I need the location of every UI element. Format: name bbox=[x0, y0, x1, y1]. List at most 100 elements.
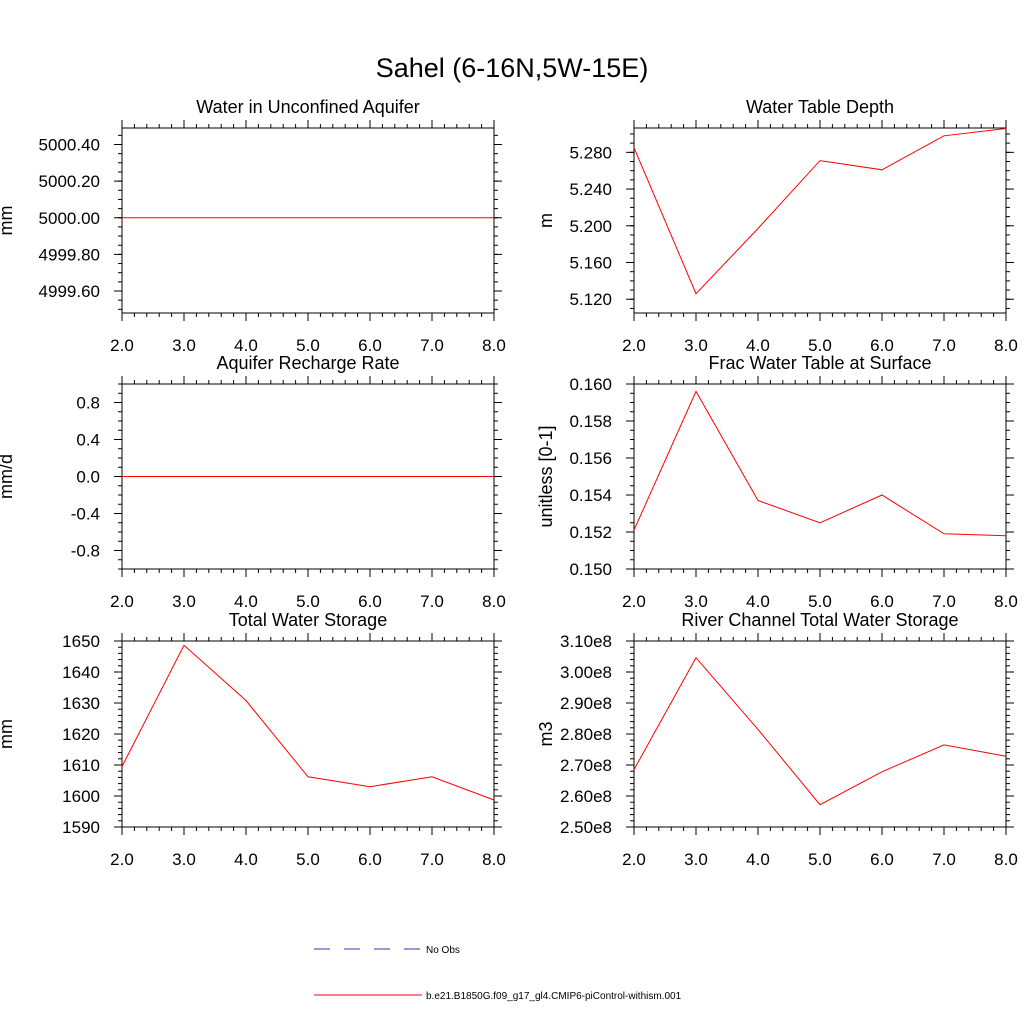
x-tick-label: 2.0 bbox=[622, 336, 646, 355]
x-tick-label: 4.0 bbox=[746, 850, 770, 869]
series-line bbox=[633, 390, 1007, 537]
y-tick-label: 2.90e8 bbox=[560, 694, 612, 713]
y-tick-label: 5.280 bbox=[569, 143, 612, 162]
y-tick-label: 0.158 bbox=[569, 412, 612, 431]
y-tick-label: 1590 bbox=[62, 818, 100, 837]
y-axis-label: mm bbox=[0, 206, 16, 236]
panel-frac-water-table-at-surface: Frac Water Table at Surface 2.0 3.0 4.0 5.0 6… bbox=[536, 353, 1018, 611]
y-axis-label: m3 bbox=[536, 721, 556, 746]
x-tick-label: 3.0 bbox=[684, 850, 708, 869]
x-tick-label: 4.0 bbox=[234, 336, 258, 355]
x-tick-label: 8.0 bbox=[482, 336, 506, 355]
legend-label-model-run: b.e21.B1850G.f09_g17_gl4.CMIP6-piControl… bbox=[426, 991, 682, 1002]
y-tick-label: 2.60e8 bbox=[560, 787, 612, 806]
y-tick-label: 0.160 bbox=[569, 375, 612, 394]
x-tick-label: 8.0 bbox=[994, 850, 1018, 869]
y-tick-label: 2.80e8 bbox=[560, 725, 612, 744]
y-tick-label: 2.50e8 bbox=[560, 818, 612, 837]
y-tick-label: 1610 bbox=[62, 756, 100, 775]
y-tick-label: 5000.40 bbox=[39, 135, 100, 154]
x-tick-label: 3.0 bbox=[172, 336, 196, 355]
x-tick-label: 6.0 bbox=[870, 336, 894, 355]
x-tick-label: 8.0 bbox=[994, 336, 1018, 355]
y-tick-label: 0.0 bbox=[76, 468, 100, 487]
panel-water-table-depth: Water Table Depth 2.0 3.0 4.0 5.0 6.0 7.0 8.0 5.… bbox=[536, 97, 1018, 355]
panel-title: Water in Unconfined Aquifer bbox=[196, 97, 419, 117]
y-tick-label: 0.4 bbox=[76, 431, 100, 450]
y-tick-label: 0.154 bbox=[569, 486, 612, 505]
x-tick-label: 6.0 bbox=[358, 592, 382, 611]
panel-total-water-storage: Total Water Storage 2.0 3.0 4.0 5.0 6.0 7.0 8.0… bbox=[0, 610, 506, 869]
plot-frame bbox=[633, 383, 1007, 570]
y-axis-label: mm bbox=[0, 719, 16, 749]
x-tick-label: 6.0 bbox=[358, 850, 382, 869]
x-tick-label: 6.0 bbox=[870, 592, 894, 611]
x-tick-label: 5.0 bbox=[808, 336, 832, 355]
y-tick-label: 5.240 bbox=[569, 180, 612, 199]
series-line bbox=[633, 128, 1007, 295]
x-tick-label: 8.0 bbox=[482, 850, 506, 869]
y-tick-label: -0.4 bbox=[71, 505, 100, 524]
plot-frame bbox=[633, 127, 1007, 314]
x-tick-label: 3.0 bbox=[172, 592, 196, 611]
series-line bbox=[633, 656, 1007, 806]
y-tick-label: 1650 bbox=[62, 632, 100, 651]
x-tick-label: 2.0 bbox=[110, 592, 134, 611]
y-tick-label: 5.120 bbox=[569, 290, 612, 309]
y-tick-label: 3.00e8 bbox=[560, 663, 612, 682]
x-tick-label: 7.0 bbox=[420, 592, 444, 611]
x-tick-label: 6.0 bbox=[870, 850, 894, 869]
x-tick-label: 8.0 bbox=[482, 592, 506, 611]
legend-label-no-obs: No Obs bbox=[426, 945, 460, 956]
panel-title: Water Table Depth bbox=[746, 97, 894, 117]
panel-title: River Channel Total Water Storage bbox=[681, 610, 958, 630]
y-tick-label: 0.156 bbox=[569, 449, 612, 468]
series-line bbox=[121, 644, 495, 801]
y-tick-label: 4999.60 bbox=[39, 282, 100, 301]
y-tick-label: 0.8 bbox=[76, 394, 100, 413]
y-tick-label: 5.200 bbox=[569, 217, 612, 236]
x-tick-label: 8.0 bbox=[994, 592, 1018, 611]
plot-frame bbox=[121, 640, 495, 828]
x-tick-label: 5.0 bbox=[808, 850, 832, 869]
x-tick-label: 4.0 bbox=[234, 850, 258, 869]
y-tick-label: 3.10e8 bbox=[560, 632, 612, 651]
panel-water-in-unconfined-aquifer: Water in Unconfined Aquifer 2.0 3.0 4.0 5.0 6… bbox=[0, 97, 506, 355]
x-tick-label: 2.0 bbox=[110, 336, 134, 355]
x-tick-label: 7.0 bbox=[420, 336, 444, 355]
x-tick-label: 3.0 bbox=[684, 592, 708, 611]
y-axis-label: unitless [0-1] bbox=[536, 425, 556, 527]
x-tick-label: 7.0 bbox=[932, 336, 956, 355]
x-tick-label: 5.0 bbox=[808, 592, 832, 611]
panel-title: Aquifer Recharge Rate bbox=[216, 353, 399, 373]
x-tick-label: 4.0 bbox=[746, 336, 770, 355]
x-tick-label: 2.0 bbox=[622, 850, 646, 869]
y-tick-label: 5000.00 bbox=[39, 209, 100, 228]
y-tick-label: 5.160 bbox=[569, 254, 612, 273]
panel-aquifer-recharge-rate: Aquifer Recharge Rate 2.0 3.0 4.0 5.0 6.0 7.0 8… bbox=[0, 353, 506, 611]
x-tick-label: 5.0 bbox=[296, 336, 320, 355]
x-tick-label: 6.0 bbox=[358, 336, 382, 355]
y-tick-label: 0.152 bbox=[569, 523, 612, 542]
y-tick-label: 1620 bbox=[62, 725, 100, 744]
x-tick-label: 2.0 bbox=[622, 592, 646, 611]
x-tick-label: 3.0 bbox=[684, 336, 708, 355]
x-tick-label: 7.0 bbox=[932, 850, 956, 869]
x-tick-label: 4.0 bbox=[746, 592, 770, 611]
panel-title: Total Water Storage bbox=[229, 610, 387, 630]
x-tick-label: 7.0 bbox=[932, 592, 956, 611]
plot-frame bbox=[121, 127, 495, 314]
y-tick-label: 5000.20 bbox=[39, 172, 100, 191]
x-tick-label: 4.0 bbox=[234, 592, 258, 611]
panel-river-channel-total-water-storage: River Channel Total Water Storage 2.0 3.0 4… bbox=[536, 610, 1018, 869]
x-tick-label: 2.0 bbox=[110, 850, 134, 869]
x-tick-label: 7.0 bbox=[420, 850, 444, 869]
x-tick-label: 3.0 bbox=[172, 850, 196, 869]
y-axis-label: mm/d bbox=[0, 454, 16, 499]
y-axis-label: m bbox=[536, 213, 556, 228]
y-tick-label: 1640 bbox=[62, 663, 100, 682]
y-tick-label: 1600 bbox=[62, 787, 100, 806]
panel-title: Frac Water Table at Surface bbox=[708, 353, 931, 373]
y-tick-label: 0.150 bbox=[569, 560, 612, 579]
